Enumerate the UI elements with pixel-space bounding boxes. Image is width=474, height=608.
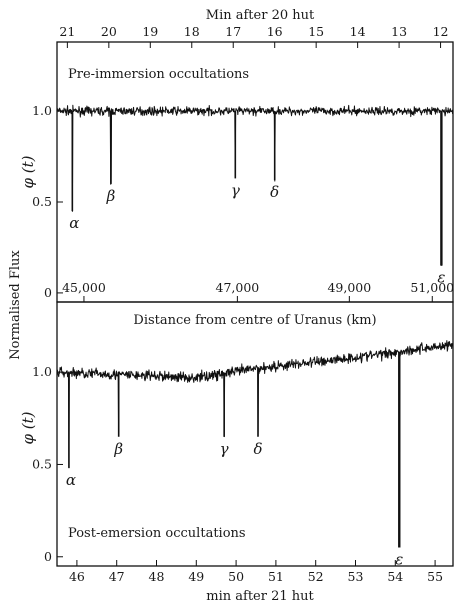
top-axis-label: Min after 20 hut <box>206 8 315 23</box>
top-panel-title: Pre-immersion occultations <box>68 67 249 82</box>
bottom-phi-label: φ (t) <box>19 411 37 444</box>
x-tick-label: 18 <box>184 24 200 39</box>
ring-label-alpha: α <box>69 214 79 232</box>
y-tick-label: 0.5 <box>32 194 52 209</box>
y-tick-label: 0 <box>44 285 52 300</box>
y-tick-label: 1.0 <box>32 103 52 118</box>
x-tick-label: 21 <box>59 24 75 39</box>
distance-axis-label: Distance from centre of Uranus (km) <box>133 313 376 328</box>
ring-label-beta: β <box>113 440 123 458</box>
y-tick-label: 1.0 <box>32 364 52 379</box>
ring-label-epsilon: ε <box>437 269 445 287</box>
ring-label-epsilon: ε <box>395 551 403 569</box>
ring-label-alpha: α <box>66 471 76 489</box>
y-tick-label: 0 <box>44 549 52 564</box>
x-tick-label: 46 <box>69 569 85 584</box>
flux-curve <box>56 104 454 266</box>
x-tick-label: 52 <box>308 569 324 584</box>
bottom-panel-title: Post-emersion occultations <box>68 526 246 541</box>
x-tick-label: 55 <box>427 569 443 584</box>
x-tick-label: 49 <box>188 569 204 584</box>
x-tick-label: 17 <box>225 24 241 39</box>
x-tick-label: 48 <box>149 569 165 584</box>
x-tick-label: 15 <box>308 24 324 39</box>
ring-label-delta: δ <box>270 183 279 201</box>
x-tick-label: 54 <box>387 569 403 584</box>
x-tick-label: 50 <box>228 569 244 584</box>
bottom-panel-frame <box>56 301 454 567</box>
distance-tick-label: 45,000 <box>62 280 106 295</box>
x-tick-label: 19 <box>142 24 158 39</box>
ring-label-delta: δ <box>253 440 262 458</box>
distance-tick-label: 47,000 <box>216 280 260 295</box>
x-tick-label: 16 <box>267 24 283 39</box>
ring-label-beta: β <box>106 187 116 205</box>
y-axis-label: Normalised Flux <box>8 250 23 360</box>
x-tick-label: 13 <box>391 24 407 39</box>
x-tick-label: 14 <box>350 24 366 39</box>
ring-label-gamma: γ <box>220 440 229 458</box>
ring-label-gamma: γ <box>231 181 240 199</box>
top-phi-label: φ (t) <box>19 155 37 188</box>
y-tick-label: 0.5 <box>32 456 52 471</box>
distance-tick-label: 49,000 <box>327 280 371 295</box>
x-tick-label: 12 <box>433 24 449 39</box>
x-tick-label: 47 <box>109 569 125 584</box>
x-tick-label: 20 <box>101 24 117 39</box>
x-tick-label: 51 <box>268 569 284 584</box>
distance-tick-label: 51,000 <box>410 280 454 295</box>
bottom-axis-label: min after 21 hut <box>206 589 314 604</box>
x-tick-label: 53 <box>348 569 364 584</box>
flux-curve <box>56 340 454 548</box>
